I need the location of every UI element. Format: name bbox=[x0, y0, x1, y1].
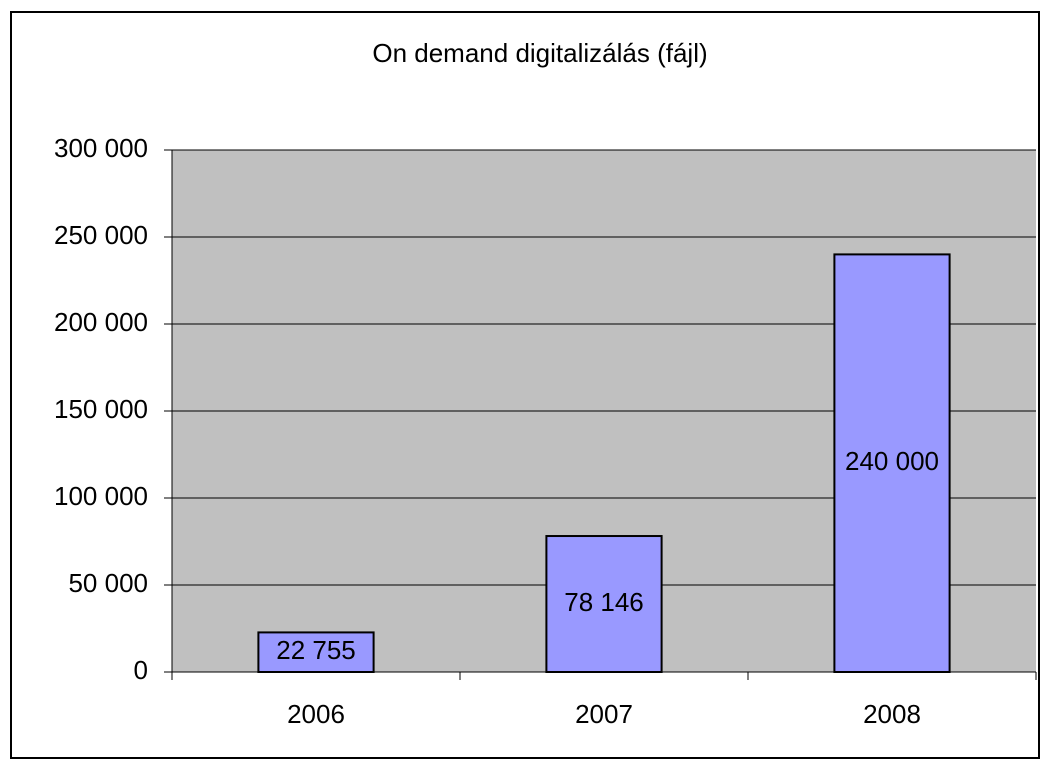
x-tick-label: 2006 bbox=[287, 699, 345, 729]
y-tick-label: 150 000 bbox=[54, 394, 148, 424]
y-tick-label: 50 000 bbox=[68, 568, 148, 598]
bar bbox=[257, 631, 375, 674]
y-tick-label: 0 bbox=[134, 655, 148, 685]
bar bbox=[833, 253, 951, 673]
data-label: 78 146 bbox=[564, 587, 644, 617]
y-tick-label: 300 000 bbox=[54, 133, 148, 163]
x-tick-label: 2007 bbox=[575, 699, 633, 729]
data-label: 22 755 bbox=[276, 635, 356, 665]
y-tick-label: 200 000 bbox=[54, 307, 148, 337]
x-tick-label: 2008 bbox=[863, 699, 921, 729]
y-tick-label: 250 000 bbox=[54, 220, 148, 250]
y-tick-label: 100 000 bbox=[54, 481, 148, 511]
bar bbox=[545, 535, 663, 673]
chart-title: On demand digitalizálás (fájl) bbox=[372, 38, 707, 68]
data-label: 240 000 bbox=[845, 446, 939, 476]
